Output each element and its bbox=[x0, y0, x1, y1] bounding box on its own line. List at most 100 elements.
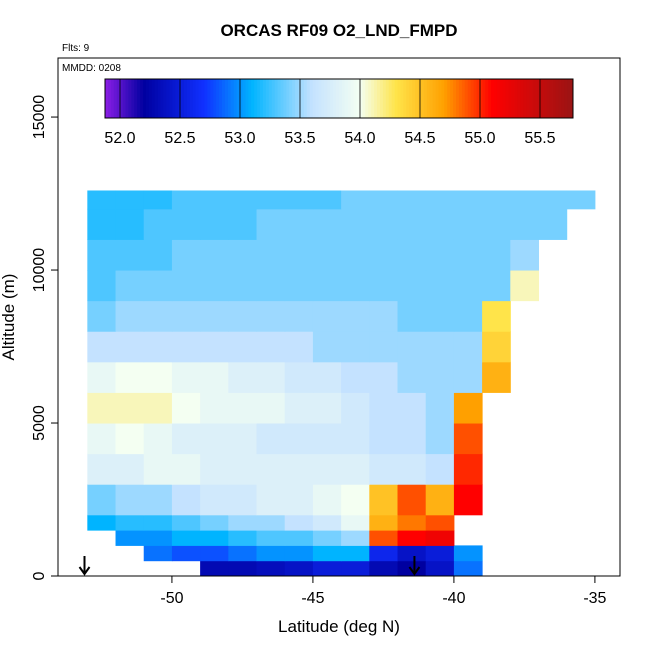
y-tick-label: 10000 bbox=[31, 248, 48, 293]
heat-cell bbox=[256, 208, 286, 240]
heat-cell bbox=[256, 514, 286, 531]
annotation: MMDD: 0208 bbox=[62, 63, 121, 74]
heat-cell bbox=[369, 208, 399, 240]
colorbar-segment bbox=[239, 79, 243, 118]
heat-cell bbox=[425, 239, 455, 271]
heat-cell bbox=[256, 190, 286, 210]
heat-cell bbox=[143, 270, 173, 302]
heat-cell bbox=[143, 423, 173, 455]
colorbar-segment bbox=[186, 79, 191, 118]
colorbar-segment bbox=[122, 79, 126, 118]
colorbar-segment bbox=[289, 79, 293, 118]
colorbar-segment bbox=[379, 79, 384, 118]
heat-cell bbox=[312, 484, 342, 516]
heat-cell bbox=[312, 190, 342, 210]
colorbar-segment bbox=[464, 79, 469, 118]
colorbar-segment bbox=[385, 79, 390, 118]
colorbar-segment bbox=[423, 79, 428, 118]
heat-cell bbox=[115, 361, 145, 393]
heat-cell bbox=[510, 270, 540, 302]
colorbar-segment bbox=[523, 79, 527, 118]
colorbar-segment bbox=[400, 79, 404, 118]
colorbar-segment bbox=[476, 79, 480, 118]
colorbar-tick-label: 54.5 bbox=[404, 130, 435, 147]
colorbar-segment bbox=[222, 79, 226, 118]
colorbar-segment bbox=[353, 79, 357, 118]
colorbar-segment bbox=[552, 79, 556, 118]
heatmap bbox=[87, 190, 596, 577]
heat-cell bbox=[425, 453, 455, 485]
colorbar-segment bbox=[233, 79, 238, 118]
heat-cell bbox=[312, 331, 342, 363]
colorbar-segment bbox=[143, 79, 147, 118]
heat-cell bbox=[284, 331, 314, 363]
colorbar-segment bbox=[365, 79, 369, 118]
colorbar-segment bbox=[128, 79, 132, 118]
heat-cell bbox=[256, 331, 286, 363]
colorbar-segment bbox=[166, 79, 170, 118]
y-tick-label: 5000 bbox=[31, 405, 48, 441]
colorbar-segment bbox=[406, 79, 410, 118]
heat-cell bbox=[143, 239, 173, 271]
heat-cell bbox=[115, 190, 145, 210]
colorbar-segment bbox=[140, 79, 144, 118]
colorbar-segment bbox=[397, 79, 401, 118]
colorbar-segment bbox=[204, 79, 208, 118]
heat-cell bbox=[228, 239, 258, 271]
heat-cell bbox=[369, 270, 399, 302]
colorbar-segment bbox=[163, 79, 167, 118]
heat-cell bbox=[482, 331, 511, 363]
colorbar-segment bbox=[321, 79, 325, 118]
heat-cell bbox=[200, 392, 229, 424]
heat-cell bbox=[341, 484, 370, 516]
colorbar-segment bbox=[125, 79, 129, 118]
heat-cell bbox=[143, 392, 173, 424]
heat-cell bbox=[171, 208, 201, 240]
colorbar-segment bbox=[131, 79, 135, 118]
colorbar-segment bbox=[330, 79, 334, 118]
heat-cell bbox=[284, 545, 314, 562]
colorbar-segment bbox=[105, 79, 109, 118]
colorbar-segment bbox=[134, 79, 138, 118]
heat-cell bbox=[453, 560, 483, 577]
colorbar-segment bbox=[207, 79, 211, 118]
colorbar-segment bbox=[198, 79, 202, 118]
heat-cell bbox=[341, 300, 370, 332]
colorbar-segment bbox=[183, 79, 188, 118]
heat-cell bbox=[453, 239, 483, 271]
heat-cell bbox=[284, 484, 314, 516]
heat-cell bbox=[369, 545, 399, 562]
heat-cell bbox=[228, 331, 258, 363]
colorbar-segment bbox=[248, 79, 252, 118]
colorbar-segment bbox=[362, 79, 366, 118]
heat-cell bbox=[397, 453, 427, 485]
colorbar-segment bbox=[567, 79, 571, 118]
colorbar-segment bbox=[491, 79, 495, 118]
heat-cell bbox=[115, 270, 145, 302]
colorbar-segment bbox=[312, 79, 316, 118]
colorbar-segment bbox=[382, 79, 387, 118]
heat-cell bbox=[115, 208, 145, 240]
heat-cell bbox=[115, 300, 145, 332]
heat-cell bbox=[369, 190, 399, 210]
heat-cell bbox=[200, 484, 229, 516]
heat-cell bbox=[341, 361, 370, 393]
heat-cell bbox=[312, 453, 342, 485]
colorbar-segment bbox=[441, 79, 445, 118]
heat-cell bbox=[397, 560, 427, 577]
colorbar-segment bbox=[110, 79, 115, 118]
colorbar-segment bbox=[570, 79, 574, 118]
heat-cell bbox=[453, 484, 483, 516]
heat-cell bbox=[284, 423, 314, 455]
colorbar-segment bbox=[107, 79, 112, 118]
colorbar-segment bbox=[145, 79, 150, 118]
colorbar-segment bbox=[213, 79, 217, 118]
colorbar-segment bbox=[219, 79, 223, 118]
colorbar-segment bbox=[502, 79, 507, 118]
heat-cell bbox=[115, 484, 145, 516]
heat-cell bbox=[171, 423, 201, 455]
colorbar-segment bbox=[151, 79, 156, 118]
colorbar-segment bbox=[309, 79, 314, 118]
colorbar-segment bbox=[300, 79, 305, 118]
